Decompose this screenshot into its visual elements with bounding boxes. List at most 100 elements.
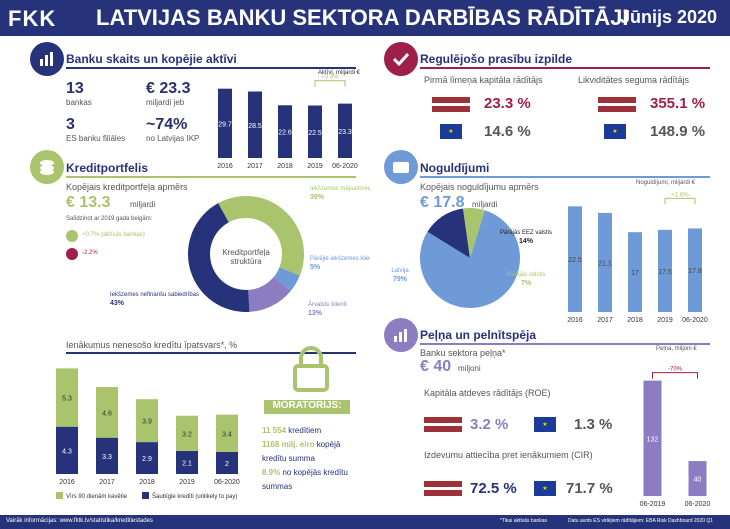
stacked-bar-segment — [96, 437, 118, 474]
bar-value-label: 4.3 — [62, 448, 72, 455]
arrow-up-icon — [66, 230, 78, 242]
moratorium-count-label: kredītiem — [288, 426, 322, 435]
pie-slice — [427, 208, 470, 258]
bar-value-label: 23.3 — [338, 129, 352, 136]
bar-value-label: 29.7 — [218, 121, 232, 128]
eu-liq-value: 148.9 % — [650, 123, 706, 140]
stacked-bar-segment — [216, 452, 238, 474]
moratorium-share-label: no kopējās kredītu summas — [262, 468, 348, 491]
divider — [420, 67, 710, 69]
credit-donut-chart: Iekšzemes mājsaimniecības 39% Pārējie iekš… — [110, 186, 370, 317]
stacked-bar-segment — [136, 399, 158, 443]
growth-chart-icon — [384, 318, 418, 352]
bar — [688, 461, 707, 496]
roe-title: Kapitāla atdeves rādītājs (ROE) — [424, 388, 551, 398]
x-tick-label: 2016 — [59, 479, 75, 486]
bar-value-label: 21.1 — [598, 260, 612, 267]
bar — [643, 380, 662, 496]
assets-bar-chart: Aktīvi, miljardi € 29.7 2016 28.5 2017 22.6 20… — [217, 70, 360, 170]
moratorium-count: 11 554 — [262, 426, 287, 435]
latvia-flag-icon — [424, 417, 462, 432]
latvia-flag-icon — [598, 97, 636, 112]
legend-label: Šaubīgie kredīti (unlikely to pay) — [152, 493, 237, 500]
divider — [420, 176, 710, 178]
bar-value-label: 40 — [694, 477, 702, 484]
stacked-bar-segment — [176, 415, 198, 451]
legend-label: Vīrs 90 dienām kavētie — [66, 494, 128, 500]
npl-bar-chart: 4.3 5.3 2016 3.3 4.6 2017 2.9 3.9 2018 2.1 3.2 2019… — [56, 368, 240, 500]
bar — [218, 88, 232, 158]
bar — [248, 91, 262, 158]
x-tick-label: 2019 — [307, 163, 323, 170]
annotation-bracket — [664, 197, 696, 205]
footer-note: *Tikai aktīvās bankas — [500, 518, 548, 524]
pie-slice — [420, 210, 520, 308]
lock-icon — [286, 344, 336, 394]
divider — [66, 352, 356, 354]
slice-value-label: 5% — [310, 264, 321, 271]
slice-name-label: Pārējās valstis — [507, 272, 546, 278]
arrow-down-icon — [66, 248, 78, 260]
gdp-value: ~74% — [146, 116, 188, 133]
footer-source: Datu avots ES vidējiem rādītājiem: EBA R… — [568, 518, 714, 524]
credit-down-text: -2.2% — [82, 250, 98, 256]
eu-cir-value: 71.7 % — [566, 480, 613, 497]
lv-tier1-value: 23.3 % — [484, 95, 531, 112]
footer-link[interactable]: Vairāk informācijas: www.fktk.lv/statist… — [6, 518, 153, 524]
bar-value-label: 28.5 — [248, 123, 262, 130]
bar-value-label: 4.6 — [102, 410, 112, 417]
slice-value-label: 14% — [519, 238, 534, 245]
credit-total-unit: miljardi — [130, 200, 156, 209]
bar-value-label: 2.9 — [142, 456, 152, 463]
slice-name-label: Pārējie iekšzemes klienti — [310, 256, 370, 262]
stacked-bar-segment — [56, 368, 78, 427]
annotation-label: +3.4% — [321, 75, 339, 81]
tier1-title: Pirmā līmeņa kapitāla rādītājs — [424, 75, 543, 85]
donut-slice — [248, 277, 291, 312]
slice-value-label: 39% — [310, 194, 325, 201]
deposits-unit-label: Noguldījumi, miljardi € — [636, 180, 696, 186]
header-bar — [0, 0, 730, 36]
x-tick-label: 2018 — [627, 317, 643, 324]
x-tick-label: 2016 — [567, 317, 583, 324]
bar-value-label: 3.3 — [102, 454, 112, 461]
credit-total-label: Kopējais kreditportfeļa apmērs — [66, 182, 188, 192]
bar-value-label: 17.8 — [688, 268, 702, 275]
profit-section-title: Peļņa un pelnītspēja — [420, 328, 537, 342]
bar — [568, 206, 582, 312]
banks-count: 13 — [66, 80, 84, 97]
profit-unit-label: Peļņa, miljoni € — [656, 346, 697, 352]
slice-value-label: 13% — [308, 310, 323, 317]
stacked-bar-segment — [56, 426, 78, 474]
slice-name-label: Iekšzemes mājsaimniecības — [310, 186, 370, 192]
deposits-total-unit: miljardi — [472, 200, 498, 209]
deposits-pie-chart: Latvija 79% Pārējās EEZ valstis 14% Pārējās … — [391, 208, 552, 308]
x-tick-label: 2017 — [247, 163, 263, 170]
legend-swatch — [56, 492, 63, 499]
lv-cir-value: 72.5 % — [470, 480, 517, 497]
moratorium-amount-label: kopējā kredītu summa — [262, 440, 341, 463]
bar-value-label: 2.1 — [182, 460, 192, 467]
x-tick-label: 06-2020 — [685, 501, 711, 508]
x-tick-label: 06-2020 — [332, 163, 358, 170]
moratorium-amount: 1168 milj. eiro — [262, 440, 315, 449]
coins-icon — [30, 150, 64, 184]
bar-value-label: 3.2 — [182, 431, 192, 438]
eu-flag-icon: ★ — [534, 417, 556, 432]
donut-slice — [273, 267, 300, 292]
deposits-section-title: Noguldījumi — [420, 161, 490, 175]
credit-total-value: € 13.3 — [66, 194, 111, 211]
bar — [658, 229, 672, 312]
slice-value-label: 43% — [110, 300, 125, 307]
report-date: Jūnijs 2020 — [620, 7, 718, 27]
compare-label: Salīdzinot ar 2019 gada beigām: — [66, 216, 153, 222]
divider — [66, 67, 356, 69]
lv-roe-value: 3.2 % — [470, 416, 509, 433]
moratorium-title: MORATORIJS: — [264, 400, 350, 414]
eu-tier1-value: 14.6 % — [484, 123, 531, 140]
slice-value-label: 7% — [521, 280, 532, 287]
bar — [278, 105, 292, 158]
bar — [628, 232, 642, 312]
moratorium-share: 8.9% — [262, 468, 281, 477]
bar-value-label: 2 — [225, 461, 229, 468]
